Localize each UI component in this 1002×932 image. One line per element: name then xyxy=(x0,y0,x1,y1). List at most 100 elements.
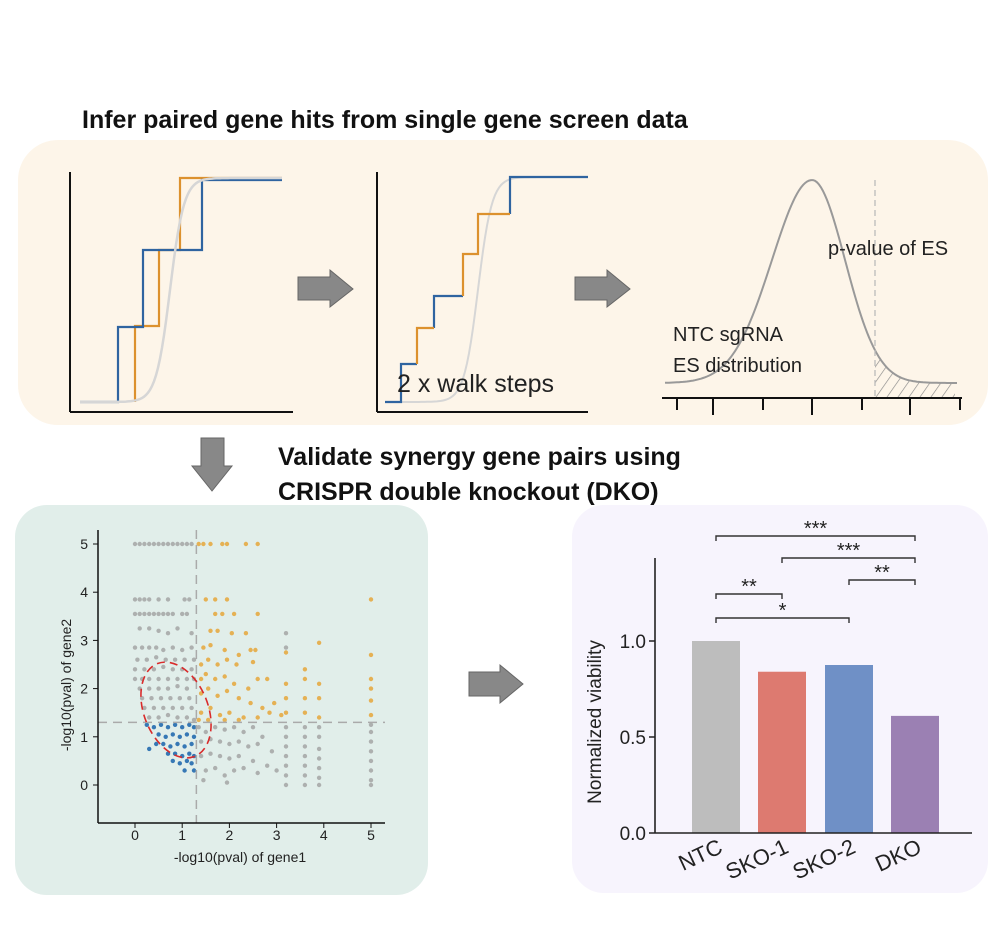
scatter-point xyxy=(175,715,180,720)
scatter-point xyxy=(144,657,149,662)
scatter-point xyxy=(165,686,171,691)
scatter-point xyxy=(154,655,159,660)
scatter-point xyxy=(368,758,374,764)
scatter-point xyxy=(191,717,197,723)
bar-sko-1 xyxy=(758,671,806,833)
scatter-point xyxy=(184,732,190,737)
significance-bracket xyxy=(715,535,916,541)
y-tick-label: 3 xyxy=(80,632,88,648)
scatter-point xyxy=(156,715,161,720)
scatter-point xyxy=(368,597,374,602)
scatter-point xyxy=(368,782,374,788)
scatter-point xyxy=(137,626,142,631)
bar-ntc xyxy=(692,641,740,833)
pvalue-tail-area xyxy=(875,350,955,398)
scatter-point xyxy=(158,722,164,727)
scatter-panel xyxy=(15,505,428,895)
scatter-point xyxy=(368,729,374,735)
scatter-point xyxy=(302,773,308,778)
scatter-point xyxy=(142,705,147,711)
scatter-point xyxy=(154,741,159,747)
down-arrow-icon xyxy=(190,437,234,492)
scatter-point xyxy=(248,700,253,706)
scatter-point xyxy=(189,631,194,636)
scatter-point xyxy=(156,541,161,547)
significance-label: ** xyxy=(874,562,890,584)
scatter-point xyxy=(302,763,308,768)
y-tick-label: 1 xyxy=(80,729,88,745)
scatter-point xyxy=(316,765,322,771)
scatter-point xyxy=(175,541,180,547)
scatter-point xyxy=(147,686,152,691)
scatter-point xyxy=(283,782,289,788)
scatter-point xyxy=(180,705,185,711)
y-tick-label: 4 xyxy=(80,584,88,600)
scatter-point xyxy=(201,541,206,547)
scatter-point xyxy=(302,782,308,788)
scatter-point xyxy=(222,773,227,778)
scatter-point xyxy=(151,541,157,547)
scatter-point xyxy=(189,741,194,747)
scatter-point xyxy=(182,744,187,749)
scatter-point xyxy=(132,611,138,617)
scatter-point xyxy=(182,597,187,602)
scatter-points xyxy=(132,541,374,788)
bar-dko xyxy=(891,715,939,833)
scatter-point xyxy=(132,667,138,672)
y-tick-label: 5 xyxy=(80,536,88,552)
scatter-point xyxy=(260,705,265,711)
scatter-point xyxy=(165,541,171,547)
scatter-point xyxy=(154,645,159,650)
x-tick-label: 3 xyxy=(273,827,281,843)
scatter-point xyxy=(302,734,308,739)
scatter-point xyxy=(147,597,152,602)
scatter-point xyxy=(147,746,152,752)
scatter-point xyxy=(255,715,260,720)
scatter-point xyxy=(189,761,194,766)
scatter-point xyxy=(283,631,289,636)
scatter-point xyxy=(206,686,211,691)
scatter-point xyxy=(175,676,180,682)
scatter-point xyxy=(265,763,270,768)
scatter-point xyxy=(283,753,289,759)
scatter-point xyxy=(283,763,289,768)
significance-bracket xyxy=(781,557,916,563)
combined-walk-plot: 2 x walk steps xyxy=(376,172,588,413)
scatter-point xyxy=(163,734,168,739)
scatter-point xyxy=(213,611,218,617)
scatter-point xyxy=(177,696,182,701)
scatter-point xyxy=(149,696,154,701)
scatter-point xyxy=(215,628,220,633)
scatter-point xyxy=(227,741,232,747)
scatter-point xyxy=(168,696,173,701)
right-arrow-icon xyxy=(574,268,631,309)
scatter-point xyxy=(144,722,149,727)
scatter-point xyxy=(227,710,232,715)
scatter-point xyxy=(231,611,237,617)
scatter-point xyxy=(243,631,249,636)
scatter-point xyxy=(243,541,249,547)
ntc-label-line1: NTC sgRNA xyxy=(673,324,784,346)
scatter-point xyxy=(161,541,166,547)
scatter-point xyxy=(248,647,253,653)
scatter-point xyxy=(137,611,142,617)
scatter-point xyxy=(208,751,213,756)
y-tick-label: 0.0 xyxy=(620,824,646,845)
scatter-point xyxy=(231,681,237,686)
scatter-point xyxy=(368,749,374,754)
scatter-point xyxy=(139,645,145,650)
scatter-point xyxy=(189,667,194,672)
pvalue-label: p-value of ES xyxy=(828,238,948,260)
scatter-point xyxy=(198,676,204,682)
scatter-point xyxy=(158,696,164,701)
scatter-point xyxy=(316,696,322,701)
scatter-point xyxy=(234,662,239,667)
scatter-point xyxy=(184,715,190,720)
scatter-point xyxy=(283,725,289,730)
orange-step-curve xyxy=(415,212,510,364)
scatter-point xyxy=(198,710,204,715)
scatter-point xyxy=(203,768,208,773)
scatter-point xyxy=(213,676,218,682)
scatter-point xyxy=(224,688,230,694)
